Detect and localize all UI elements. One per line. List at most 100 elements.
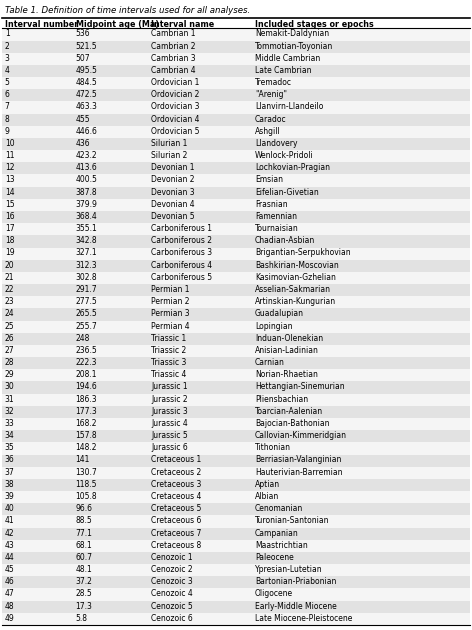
- Bar: [2, 503, 470, 515]
- Text: Llanvirn-Llandeilo: Llanvirn-Llandeilo: [255, 103, 323, 112]
- Text: Artinskian-Kungurian: Artinskian-Kungurian: [255, 297, 336, 306]
- Bar: [2, 381, 470, 394]
- Bar: [2, 357, 470, 369]
- Bar: [2, 588, 470, 600]
- Text: Tremadoc: Tremadoc: [255, 78, 292, 87]
- Bar: [2, 296, 470, 309]
- Text: 77.1: 77.1: [76, 529, 93, 537]
- Text: 41: 41: [5, 517, 14, 525]
- Text: 436: 436: [76, 139, 90, 148]
- Text: 472.5: 472.5: [76, 90, 97, 99]
- Text: Bajocian-Bathonian: Bajocian-Bathonian: [255, 419, 329, 428]
- Text: 9: 9: [5, 127, 9, 135]
- Bar: [2, 309, 470, 321]
- Text: Middle Cambrian: Middle Cambrian: [255, 54, 320, 62]
- Text: Cambrian 4: Cambrian 4: [151, 66, 196, 75]
- Text: 48.1: 48.1: [76, 565, 92, 574]
- Text: 8: 8: [5, 115, 9, 123]
- Text: Cretaceous 6: Cretaceous 6: [151, 517, 202, 525]
- Text: Triassic 1: Triassic 1: [151, 334, 186, 343]
- Bar: [2, 236, 470, 248]
- Text: Cenozoic 4: Cenozoic 4: [151, 590, 193, 598]
- Text: Permian 2: Permian 2: [151, 297, 190, 306]
- Text: 423.2: 423.2: [76, 151, 97, 160]
- Bar: [2, 345, 470, 357]
- Bar: [2, 418, 470, 430]
- Text: Jurassic 3: Jurassic 3: [151, 407, 188, 416]
- Text: 20: 20: [5, 261, 14, 270]
- Text: Asselian-Sakmarian: Asselian-Sakmarian: [255, 285, 331, 294]
- Text: 88.5: 88.5: [76, 517, 92, 525]
- Text: Ordovician 1: Ordovician 1: [151, 78, 199, 87]
- Text: 248: 248: [76, 334, 90, 343]
- Text: 25: 25: [5, 321, 14, 331]
- Text: 12: 12: [5, 163, 14, 172]
- Text: 46: 46: [5, 577, 15, 587]
- Text: 168.2: 168.2: [76, 419, 97, 428]
- Bar: [2, 199, 470, 211]
- Text: 17.3: 17.3: [76, 602, 93, 610]
- Text: 60.7: 60.7: [76, 553, 93, 562]
- Text: 105.8: 105.8: [76, 492, 97, 501]
- Text: 14: 14: [5, 188, 14, 197]
- Text: 536: 536: [76, 30, 90, 38]
- Text: Kasimovian-Gzhelian: Kasimovian-Gzhelian: [255, 273, 336, 282]
- Text: Jurassic 4: Jurassic 4: [151, 419, 188, 428]
- Text: Guadalupian: Guadalupian: [255, 309, 304, 318]
- Text: 10: 10: [5, 139, 14, 148]
- Text: 507: 507: [76, 54, 90, 62]
- Text: 455: 455: [76, 115, 90, 123]
- Bar: [2, 186, 470, 199]
- Text: Permian 3: Permian 3: [151, 309, 190, 318]
- Bar: [2, 113, 470, 126]
- Text: Campanian: Campanian: [255, 529, 299, 537]
- Bar: [2, 442, 470, 454]
- Text: Cretaceous 4: Cretaceous 4: [151, 492, 202, 501]
- Text: 18: 18: [5, 236, 14, 245]
- Text: Tournaisian: Tournaisian: [255, 224, 299, 233]
- Text: 15: 15: [5, 200, 14, 209]
- Text: 368.4: 368.4: [76, 212, 97, 221]
- Bar: [2, 284, 470, 296]
- Text: Aptian: Aptian: [255, 480, 280, 489]
- Text: 38: 38: [5, 480, 14, 489]
- Text: 3: 3: [5, 54, 9, 62]
- Text: Ordovician 4: Ordovician 4: [151, 115, 200, 123]
- Text: 342.8: 342.8: [76, 236, 97, 245]
- Text: 327.1: 327.1: [76, 248, 97, 258]
- Bar: [2, 527, 470, 540]
- Text: Triassic 3: Triassic 3: [151, 358, 186, 367]
- Text: 208.1: 208.1: [76, 370, 97, 379]
- Text: Late Cambrian: Late Cambrian: [255, 66, 312, 75]
- Text: 484.5: 484.5: [76, 78, 97, 87]
- Text: 302.8: 302.8: [76, 273, 97, 282]
- Text: 30: 30: [5, 382, 15, 391]
- Text: Oligocene: Oligocene: [255, 590, 293, 598]
- Text: Cambrian 3: Cambrian 3: [151, 54, 196, 62]
- Bar: [2, 28, 470, 40]
- Text: 35: 35: [5, 444, 15, 452]
- Text: 7: 7: [5, 103, 9, 112]
- Text: 17: 17: [5, 224, 14, 233]
- Text: Ordovician 5: Ordovician 5: [151, 127, 200, 135]
- Text: Carboniferous 1: Carboniferous 1: [151, 224, 212, 233]
- Bar: [2, 333, 470, 345]
- Text: Caradoc: Caradoc: [255, 115, 287, 123]
- Text: 21: 21: [5, 273, 14, 282]
- Text: Cenozoic 1: Cenozoic 1: [151, 553, 193, 562]
- Text: Hettangian-Sinemurian: Hettangian-Sinemurian: [255, 382, 345, 391]
- Text: Cretaceous 7: Cretaceous 7: [151, 529, 202, 537]
- Text: 39: 39: [5, 492, 15, 501]
- Bar: [2, 260, 470, 272]
- Text: Albian: Albian: [255, 492, 279, 501]
- Bar: [2, 211, 470, 223]
- Text: 446.6: 446.6: [76, 127, 97, 135]
- Text: 4: 4: [5, 66, 9, 75]
- Text: 13: 13: [5, 175, 14, 185]
- Text: 413.6: 413.6: [76, 163, 97, 172]
- Bar: [2, 89, 470, 101]
- Text: Paleocene: Paleocene: [255, 553, 294, 562]
- Text: Cenozoic 2: Cenozoic 2: [151, 565, 193, 574]
- Bar: [2, 272, 470, 284]
- Bar: [2, 600, 470, 613]
